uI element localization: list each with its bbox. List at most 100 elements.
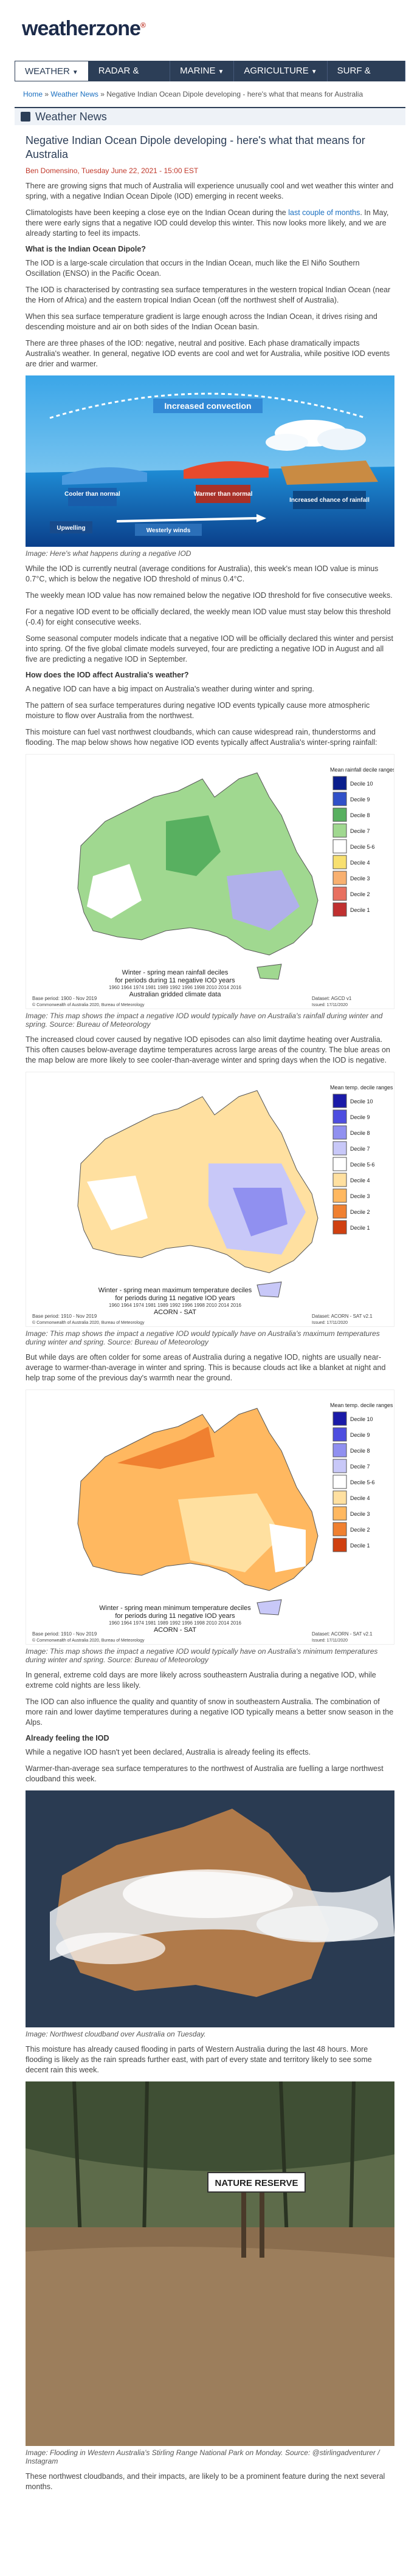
legend-swatch xyxy=(332,855,347,869)
paragraph: A negative IOD can have a big impact on … xyxy=(26,685,314,693)
breadcrumb-news[interactable]: Weather News xyxy=(50,90,98,98)
legend-swatch xyxy=(332,1173,347,1187)
paragraph: But while days are often colder for some… xyxy=(26,1353,386,1382)
breadcrumb-sep: » xyxy=(100,90,105,98)
legend-label: Decile 4 xyxy=(350,1177,370,1184)
legend-label: Decile 5-6 xyxy=(350,844,375,850)
legend-swatch xyxy=(332,902,347,917)
paragraph: While the IOD is currently neutral (aver… xyxy=(26,564,379,583)
map-title-1: Winter - spring mean maximum temperature… xyxy=(98,1287,252,1294)
nav-weather[interactable]: WEATHER ▼ xyxy=(15,61,89,81)
breadcrumb-home[interactable]: Home xyxy=(23,90,43,98)
breadcrumb-sep: » xyxy=(44,90,49,98)
legend-swatch xyxy=(332,1490,347,1505)
legend-swatch xyxy=(332,1522,347,1536)
legend-label: Decile 2 xyxy=(350,891,370,897)
legend-title: Mean rainfall decile ranges xyxy=(330,767,394,773)
map-years: 1960 1964 1974 1981 1989 1992 1996 1998 … xyxy=(109,1303,242,1308)
breadcrumb: Home » Weather News » Negative Indian Oc… xyxy=(23,90,397,98)
paragraph: For a negative IOD event to be officiall… xyxy=(26,608,391,626)
legend-swatch xyxy=(332,1094,347,1108)
map-title-2: for periods during 11 negative IOD years xyxy=(115,1612,235,1620)
legend-swatch xyxy=(332,1204,347,1219)
rainfall-decile-map: Winter - spring mean rainfall deciles fo… xyxy=(26,754,394,1009)
main-nav: WEATHER ▼ RADAR & MAPS ▼ MARINE ▼ AGRICULTU… xyxy=(15,61,405,97)
map-base-period: Base period: 1910 - Nov 2019 xyxy=(32,1314,97,1319)
label-cooler: Cooler than normal xyxy=(64,491,120,498)
legend-swatch xyxy=(332,1538,347,1552)
weatherzone-logo[interactable]: weatherzone® xyxy=(22,17,146,40)
paragraph: While a negative IOD hasn't yet been dec… xyxy=(26,1748,311,1756)
map-years: 1960 1964 1974 1981 1989 1992 1996 1998 … xyxy=(109,985,242,990)
legend-label: Decile 10 xyxy=(350,781,373,787)
legend-swatch xyxy=(332,1459,347,1473)
nav-surf-snow[interactable]: SURF & SNOW ▼ xyxy=(328,61,405,97)
map-title-3: ACORN - SAT xyxy=(154,1309,196,1316)
nav-radar-maps[interactable]: RADAR & MAPS ▼ xyxy=(89,61,171,97)
legend-swatch xyxy=(332,1141,347,1156)
nav-agriculture[interactable]: AGRICULTURE ▼ xyxy=(234,61,328,81)
subheading: Already feeling the IOD xyxy=(26,1734,109,1742)
paragraph: The increased cloud cover caused by nega… xyxy=(26,1035,390,1064)
paragraph: This moisture can fuel vast northwest cl… xyxy=(26,728,377,747)
map-base-period: Base period: 1900 - Nov 2019 xyxy=(32,996,97,1001)
subheading: How does the IOD affect Australia's weat… xyxy=(26,671,189,679)
label-upwelling: Upwelling xyxy=(57,525,85,532)
legend-swatch xyxy=(332,1506,347,1521)
legend-label: Decile 4 xyxy=(350,860,370,866)
legend-swatch xyxy=(332,839,347,854)
paragraph: The IOD is characterised by contrasting … xyxy=(26,286,391,304)
decile-legend: Decile 10 Decile 9 Decile 8 Decile 7 Decile … xyxy=(332,1094,375,1235)
paragraph: When this sea surface temperature gradie… xyxy=(26,312,377,331)
nav-marine[interactable]: MARINE ▼ xyxy=(170,61,235,81)
max-temp-decile-map: Winter - spring mean maximum temperature… xyxy=(26,1072,394,1327)
legend-label: Decile 9 xyxy=(350,1432,370,1438)
flooding-photo: NATURE RESERVE xyxy=(26,2081,394,2446)
paragraph: There are three phases of the IOD: negat… xyxy=(26,339,390,368)
legend-label: Decile 2 xyxy=(350,1209,370,1215)
legend-label: Decile 3 xyxy=(350,1511,370,1517)
map-copyright: © Commonwealth of Australia 2020, Bureau… xyxy=(32,1002,145,1007)
map-dataset: Dataset: AGCD v1 xyxy=(312,996,352,1001)
legend-label: Decile 7 xyxy=(350,828,370,834)
paragraph: This moisture has already caused floodin… xyxy=(26,2045,372,2074)
map-title-3: ACORN - SAT xyxy=(154,1626,196,1634)
map-dataset: Dataset: ACORN - SAT v2.1 xyxy=(312,1631,373,1637)
legend-label: Decile 8 xyxy=(350,1448,370,1454)
map-title-2: for periods during 11 negative IOD years xyxy=(115,1295,235,1302)
min-temp-decile-map: Winter - spring mean minimum temperature… xyxy=(26,1389,394,1645)
legend-swatch xyxy=(332,776,347,790)
article-title: Negative Indian Ocean Dipole developing … xyxy=(26,134,365,160)
section-title: Weather News xyxy=(35,110,107,123)
decile-legend: Decile 10 Decile 9 Decile 8 Decile 7 Decile … xyxy=(332,776,375,917)
map-years: 1960 1964 1974 1981 1989 1992 1996 1998 … xyxy=(109,1620,242,1626)
legend-title: Mean temp. decile ranges xyxy=(330,1084,393,1091)
map-title-2: for periods during 11 negative IOD years xyxy=(115,977,235,984)
legend-label: Decile 1 xyxy=(350,1225,370,1231)
legend-label: Decile 10 xyxy=(350,1416,373,1422)
paragraph: The pattern of sea surface temperatures … xyxy=(26,701,370,720)
article: Negative Indian Ocean Dipole developing … xyxy=(26,125,394,2492)
paragraph: The IOD can also influence the quality a… xyxy=(26,1697,394,1727)
map-copyright: © Commonwealth of Australia 2020, Bureau… xyxy=(32,1320,145,1325)
legend-label: Decile 2 xyxy=(350,1527,370,1533)
image-caption: Image: This map shows the impact a negat… xyxy=(26,1647,378,1664)
article-byline: Ben Domensino, Tuesday June 22, 2021 - 1… xyxy=(26,166,199,175)
legend-label: Decile 1 xyxy=(350,1543,370,1549)
legend-label: Decile 4 xyxy=(350,1495,370,1501)
news-icon xyxy=(21,112,30,122)
legend-swatch xyxy=(332,871,347,885)
label-increased-convection: Increased convection xyxy=(164,401,251,411)
map-issued: Issued: 17/11/2020 xyxy=(312,1003,348,1007)
legend-title: Mean temp. decile ranges xyxy=(330,1402,393,1408)
label-increased-rain: Increased chance of rainfall xyxy=(289,497,370,504)
label-warmer: Warmer than normal xyxy=(194,491,253,498)
map-issued: Issued: 17/11/2020 xyxy=(312,1639,348,1643)
legend-swatch xyxy=(332,1157,347,1171)
image-caption: Image: This map shows the impact a negat… xyxy=(26,1012,383,1029)
legend-swatch xyxy=(332,1109,347,1124)
legend-swatch xyxy=(332,1411,347,1426)
inline-link[interactable]: last couple of months xyxy=(288,208,360,217)
legend-swatch xyxy=(332,886,347,901)
legend-label: Decile 7 xyxy=(350,1146,370,1152)
